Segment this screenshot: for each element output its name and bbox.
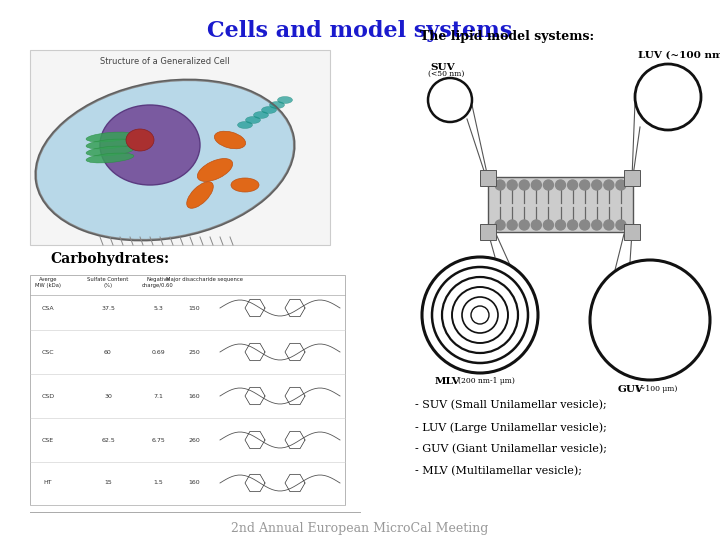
Bar bbox=[624, 224, 640, 240]
Circle shape bbox=[544, 220, 554, 230]
Ellipse shape bbox=[100, 105, 200, 185]
Text: The lipid model systems:: The lipid model systems: bbox=[420, 30, 594, 43]
Text: Cells and model systems: Cells and model systems bbox=[207, 20, 513, 42]
Circle shape bbox=[507, 220, 517, 230]
Circle shape bbox=[495, 180, 505, 190]
Text: GUV: GUV bbox=[618, 385, 644, 394]
Circle shape bbox=[556, 180, 565, 190]
Ellipse shape bbox=[246, 117, 261, 124]
Text: HT: HT bbox=[44, 481, 53, 485]
Circle shape bbox=[567, 180, 577, 190]
Ellipse shape bbox=[186, 182, 213, 208]
Text: 260: 260 bbox=[188, 437, 200, 442]
Circle shape bbox=[592, 220, 602, 230]
Text: (<50 nm): (<50 nm) bbox=[428, 70, 464, 78]
Circle shape bbox=[507, 180, 517, 190]
Ellipse shape bbox=[86, 139, 134, 149]
Ellipse shape bbox=[231, 178, 259, 192]
Text: CSC: CSC bbox=[42, 349, 54, 354]
Circle shape bbox=[556, 220, 565, 230]
Text: SUV: SUV bbox=[430, 63, 454, 72]
Ellipse shape bbox=[269, 102, 284, 109]
Text: 30: 30 bbox=[104, 394, 112, 399]
Ellipse shape bbox=[277, 97, 292, 104]
Ellipse shape bbox=[86, 153, 134, 163]
Text: - MLV (Multilamellar vesicle);: - MLV (Multilamellar vesicle); bbox=[415, 466, 582, 476]
Text: CSA: CSA bbox=[42, 306, 54, 310]
Circle shape bbox=[616, 220, 626, 230]
Ellipse shape bbox=[86, 132, 134, 142]
Circle shape bbox=[616, 180, 626, 190]
Ellipse shape bbox=[86, 146, 134, 156]
Circle shape bbox=[495, 220, 505, 230]
Text: CSD: CSD bbox=[42, 394, 55, 399]
Circle shape bbox=[544, 180, 554, 190]
Text: - LUV (Large Unilamellar vesicle);: - LUV (Large Unilamellar vesicle); bbox=[415, 422, 607, 433]
Text: Negative
charge/0.60: Negative charge/0.60 bbox=[142, 277, 174, 288]
Circle shape bbox=[580, 220, 590, 230]
Ellipse shape bbox=[126, 129, 154, 151]
Text: 5.3: 5.3 bbox=[153, 306, 163, 310]
Circle shape bbox=[592, 180, 602, 190]
Bar bbox=[480, 224, 496, 240]
Ellipse shape bbox=[215, 131, 246, 148]
Text: Carbohydrates:: Carbohydrates: bbox=[50, 252, 169, 266]
Circle shape bbox=[567, 220, 577, 230]
Text: LUV (~100 nm): LUV (~100 nm) bbox=[638, 51, 720, 60]
Text: Sulfate Content
(%): Sulfate Content (%) bbox=[87, 277, 129, 288]
Text: 160: 160 bbox=[189, 394, 200, 399]
Circle shape bbox=[604, 180, 614, 190]
Bar bbox=[488, 177, 633, 232]
Circle shape bbox=[580, 180, 590, 190]
Text: Major disaccharide sequence: Major disaccharide sequence bbox=[166, 277, 243, 282]
Circle shape bbox=[531, 220, 541, 230]
Bar bbox=[30, 275, 345, 505]
Text: CSE: CSE bbox=[42, 437, 54, 442]
Text: Averge
MW (kDa): Averge MW (kDa) bbox=[35, 277, 61, 288]
Bar bbox=[30, 50, 330, 245]
Ellipse shape bbox=[197, 159, 233, 181]
Bar bbox=[480, 170, 496, 186]
Text: (~100 μm): (~100 μm) bbox=[636, 385, 678, 393]
Text: - SUV (Small Unilamellar vesicle);: - SUV (Small Unilamellar vesicle); bbox=[415, 400, 607, 410]
Bar bbox=[624, 170, 640, 186]
Text: 160: 160 bbox=[189, 481, 200, 485]
Text: 2nd Annual European MicroCal Meeting: 2nd Annual European MicroCal Meeting bbox=[231, 522, 489, 535]
Ellipse shape bbox=[36, 80, 294, 240]
Text: - GUV (Giant Unilamellar vesicle);: - GUV (Giant Unilamellar vesicle); bbox=[415, 444, 607, 454]
Text: 60: 60 bbox=[104, 349, 112, 354]
Text: 62.5: 62.5 bbox=[101, 437, 115, 442]
Text: Structure of a Generalized Cell: Structure of a Generalized Cell bbox=[100, 57, 230, 66]
Text: 150: 150 bbox=[189, 306, 200, 310]
Text: 0.69: 0.69 bbox=[151, 349, 165, 354]
Ellipse shape bbox=[253, 111, 269, 118]
Text: 37.5: 37.5 bbox=[101, 306, 115, 310]
Text: (200 nm-1 μm): (200 nm-1 μm) bbox=[458, 377, 515, 385]
Circle shape bbox=[531, 180, 541, 190]
Text: 7.1: 7.1 bbox=[153, 394, 163, 399]
Text: 1.5: 1.5 bbox=[153, 481, 163, 485]
Circle shape bbox=[519, 220, 529, 230]
Ellipse shape bbox=[238, 122, 253, 129]
Circle shape bbox=[519, 180, 529, 190]
Text: 6.75: 6.75 bbox=[151, 437, 165, 442]
Text: 250: 250 bbox=[188, 349, 200, 354]
Text: MLV: MLV bbox=[435, 377, 461, 386]
Text: 15: 15 bbox=[104, 481, 112, 485]
Circle shape bbox=[604, 220, 614, 230]
Ellipse shape bbox=[261, 106, 276, 113]
